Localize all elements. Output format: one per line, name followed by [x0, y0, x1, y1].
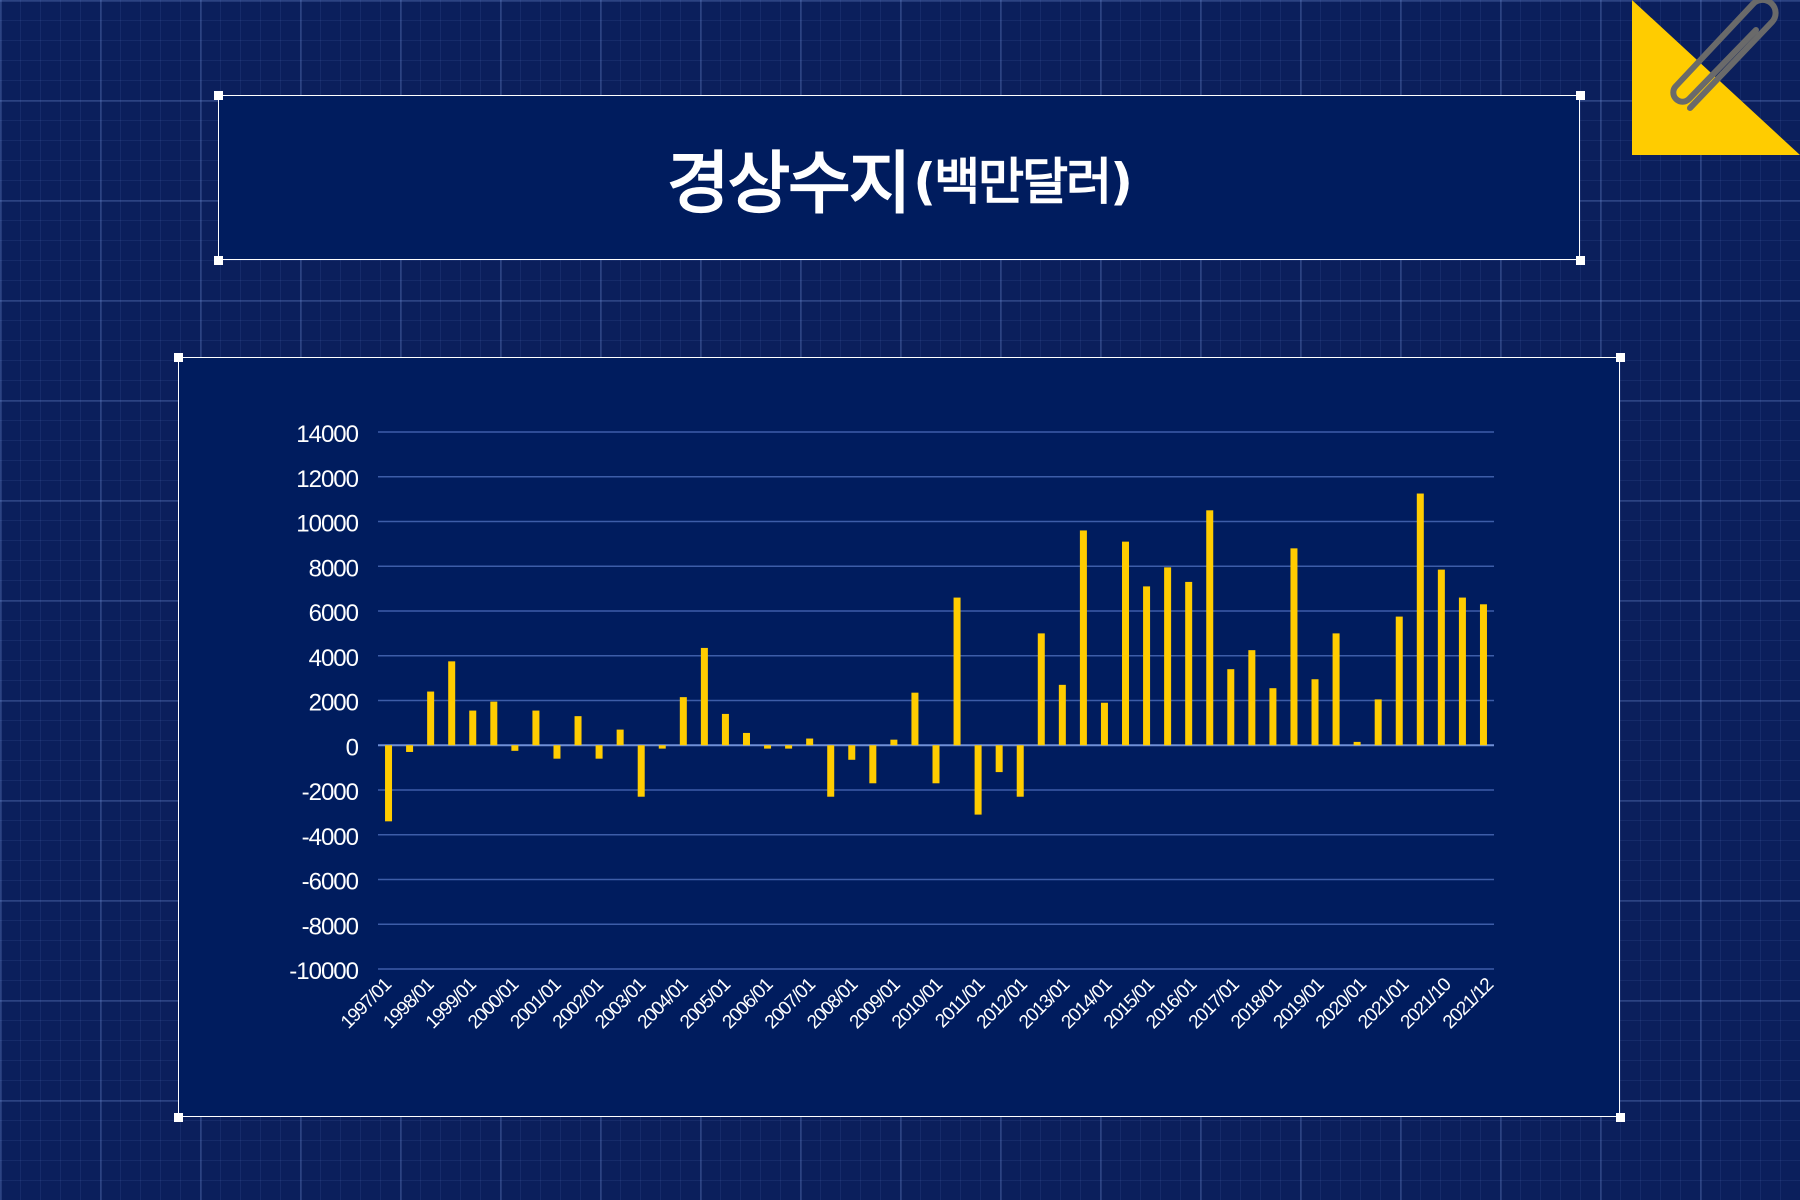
title-main: 경상수지 [667, 145, 911, 224]
y-axis-ticks: 14000 12000 10000 8000 6000 4000 2000 0 -2000 -40… [289, 421, 359, 985]
gridlines [378, 431, 1494, 970]
y-tick-label: 12000 [296, 466, 358, 493]
x-axis-ticks: 1997/011998/011999/012000/012001/012002/… [337, 974, 1498, 1033]
bar [1016, 745, 1024, 797]
title-handle-tl [214, 91, 223, 100]
chart-handle-br [1616, 1113, 1625, 1122]
bar [1458, 597, 1466, 746]
bar [742, 732, 750, 746]
y-tick-label: -10000 [289, 958, 358, 985]
bar [1395, 616, 1403, 746]
y-tick-label: 6000 [309, 600, 359, 627]
bar [490, 701, 498, 746]
bar [953, 597, 961, 746]
bar [764, 745, 772, 749]
bar [553, 745, 561, 759]
bar [1037, 633, 1045, 746]
bar [1353, 741, 1361, 746]
y-tick-label: 8000 [309, 555, 359, 582]
page-title: 경상수지 (백만달러) [219, 96, 1579, 259]
bar [532, 710, 540, 746]
bar [1269, 688, 1277, 746]
bar [932, 745, 940, 784]
bar [827, 745, 835, 797]
bar [616, 729, 624, 746]
bar [700, 647, 708, 746]
bar [974, 745, 982, 815]
bar [1227, 669, 1235, 746]
paperclip-icon [1632, 0, 1800, 155]
bar [1248, 650, 1256, 746]
y-tick-label: 14000 [296, 421, 358, 448]
y-tick-label: 2000 [309, 690, 359, 717]
title-unit: (백만달러) [913, 152, 1133, 211]
bar [806, 738, 814, 746]
y-tick-label: -4000 [302, 824, 359, 851]
bar [1290, 548, 1298, 746]
bar [574, 716, 582, 746]
bar [1143, 586, 1151, 746]
y-tick-label: -2000 [302, 779, 359, 806]
bar [511, 745, 519, 751]
bar [679, 697, 687, 746]
bar [1437, 569, 1445, 746]
bars [385, 493, 1487, 822]
bar [890, 739, 898, 746]
bar [1311, 679, 1319, 746]
bar [448, 661, 456, 746]
y-tick-label: 0 [346, 734, 359, 761]
bar [785, 745, 793, 749]
bar [911, 692, 919, 746]
bar [848, 745, 856, 760]
bar [1185, 581, 1193, 746]
bar [469, 710, 477, 746]
title-handle-tr [1576, 91, 1585, 100]
chart-handle-tr [1616, 353, 1625, 362]
y-tick-label: 4000 [309, 645, 359, 672]
bar [1100, 702, 1108, 746]
y-tick-label: -8000 [302, 913, 359, 940]
bar [637, 745, 645, 797]
bar [406, 745, 414, 752]
title-banner: 경상수지 (백만달러) [218, 95, 1580, 260]
bar [869, 745, 877, 784]
bar [1058, 684, 1066, 746]
bar [995, 745, 1003, 773]
bar [658, 745, 666, 749]
chart-handle-tl [174, 353, 183, 362]
bar [1206, 510, 1214, 746]
chart-handle-bl [174, 1113, 183, 1122]
bar [1479, 604, 1487, 746]
bar [385, 745, 393, 822]
bar [1164, 567, 1172, 746]
title-handle-br [1576, 256, 1585, 265]
bar [1374, 699, 1382, 746]
bar [427, 691, 435, 746]
y-tick-label: -6000 [302, 869, 359, 896]
bar [721, 713, 729, 746]
bar [595, 745, 603, 759]
bar [1079, 530, 1087, 746]
bar [1332, 633, 1340, 746]
bar [1416, 493, 1424, 746]
title-handle-bl [214, 256, 223, 265]
bar [1122, 541, 1130, 746]
y-tick-label: 10000 [296, 511, 358, 538]
